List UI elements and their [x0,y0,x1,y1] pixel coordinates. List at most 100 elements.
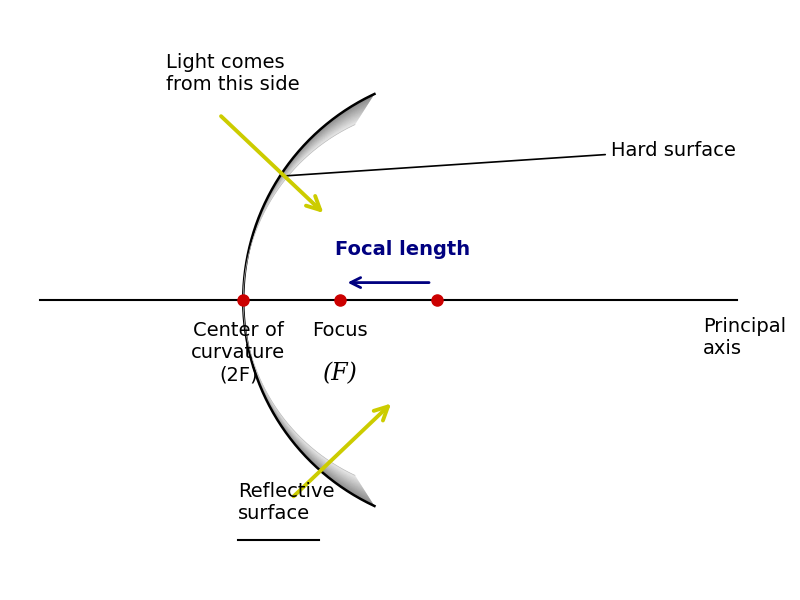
Polygon shape [243,94,374,506]
Polygon shape [243,97,373,503]
Polygon shape [243,118,359,482]
Polygon shape [243,113,362,487]
Polygon shape [243,115,361,485]
Polygon shape [243,114,362,486]
Polygon shape [243,103,369,497]
Polygon shape [243,116,360,484]
Polygon shape [243,110,364,490]
Polygon shape [243,103,369,497]
Polygon shape [243,109,365,491]
Polygon shape [243,96,374,504]
Polygon shape [243,117,360,483]
Polygon shape [243,123,356,477]
Polygon shape [243,124,356,476]
Polygon shape [243,120,358,480]
Polygon shape [243,114,362,486]
Text: Center of
curvature
(2F): Center of curvature (2F) [191,321,286,384]
Polygon shape [243,121,358,479]
Polygon shape [243,112,363,488]
Text: (F): (F) [322,362,358,385]
Text: Principal
axis: Principal axis [702,317,786,358]
Polygon shape [243,101,370,499]
Polygon shape [243,111,363,489]
Polygon shape [243,97,373,503]
Polygon shape [243,116,360,484]
Polygon shape [243,109,365,491]
Polygon shape [243,109,366,491]
Polygon shape [243,109,365,491]
Polygon shape [243,99,371,501]
Polygon shape [243,108,366,492]
Polygon shape [243,100,370,500]
Polygon shape [243,123,356,477]
Polygon shape [243,115,361,485]
Polygon shape [243,118,359,482]
Polygon shape [243,111,364,489]
Polygon shape [243,101,370,499]
Polygon shape [243,106,367,494]
Polygon shape [243,105,367,495]
Polygon shape [243,107,366,493]
Polygon shape [243,112,363,488]
Polygon shape [243,106,366,494]
Polygon shape [243,121,358,479]
Polygon shape [243,94,374,506]
Polygon shape [243,113,362,487]
Polygon shape [243,110,365,490]
Polygon shape [243,119,358,481]
Polygon shape [243,119,359,481]
Polygon shape [243,103,369,497]
Polygon shape [243,112,362,488]
Polygon shape [243,95,374,505]
Polygon shape [243,106,367,494]
Polygon shape [243,113,362,487]
Polygon shape [243,98,372,502]
Text: Light comes
from this side: Light comes from this side [166,53,299,94]
Polygon shape [243,104,368,496]
Polygon shape [243,112,363,488]
Polygon shape [243,110,364,490]
Polygon shape [243,103,369,497]
Polygon shape [243,98,372,502]
Polygon shape [243,97,372,503]
Text: Focus: Focus [312,321,368,340]
Polygon shape [243,107,366,493]
Polygon shape [243,106,367,494]
Polygon shape [243,119,358,481]
Polygon shape [243,98,372,502]
Polygon shape [243,101,370,499]
Polygon shape [243,122,356,478]
Polygon shape [243,96,373,504]
Polygon shape [243,124,355,476]
Polygon shape [243,95,374,505]
Polygon shape [243,110,364,490]
Polygon shape [243,95,374,505]
Polygon shape [243,122,357,478]
Polygon shape [243,99,371,501]
Polygon shape [243,104,368,496]
Polygon shape [243,100,370,500]
Polygon shape [243,100,370,500]
Polygon shape [243,115,362,485]
Polygon shape [243,95,374,505]
Polygon shape [243,113,362,487]
Polygon shape [243,102,369,498]
Polygon shape [243,102,370,498]
Polygon shape [243,117,360,483]
Polygon shape [243,97,373,503]
Polygon shape [243,122,357,478]
Polygon shape [243,121,357,479]
Polygon shape [243,116,361,484]
Text: Hard surface: Hard surface [282,140,736,176]
Text: Focal length: Focal length [335,241,470,259]
Polygon shape [243,122,357,478]
Polygon shape [243,104,368,496]
Polygon shape [243,98,371,502]
Polygon shape [243,116,360,484]
Polygon shape [243,124,355,476]
Polygon shape [243,115,361,485]
Polygon shape [243,101,370,499]
Polygon shape [243,118,359,482]
Polygon shape [243,119,358,481]
Polygon shape [243,121,358,479]
